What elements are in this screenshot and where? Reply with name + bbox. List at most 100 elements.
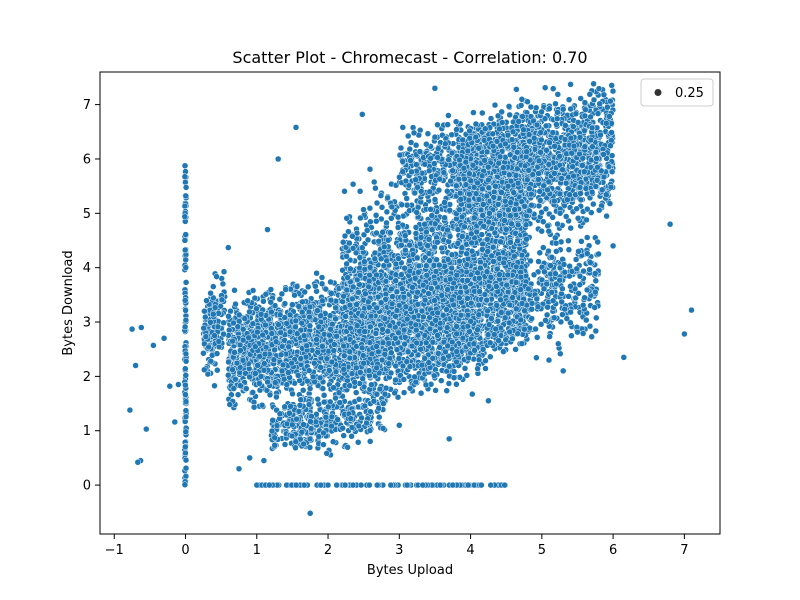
data-point (319, 385, 327, 392)
data-point (275, 321, 282, 328)
data-point (419, 281, 427, 289)
data-point (361, 402, 369, 410)
data-point (344, 444, 351, 451)
data-point (332, 304, 339, 312)
data-point (463, 372, 471, 379)
data-point (281, 300, 289, 307)
data-point (257, 311, 265, 318)
data-point (339, 424, 346, 432)
data-point (225, 358, 232, 366)
data-point (292, 317, 300, 325)
data-point (243, 385, 250, 392)
data-point (355, 396, 363, 403)
data-point (322, 413, 330, 421)
data-point (313, 269, 320, 277)
data-point (306, 322, 314, 330)
data-point (436, 344, 443, 351)
data-point (328, 358, 336, 366)
data-point (364, 236, 372, 244)
data-point (293, 415, 300, 423)
data-point (475, 301, 483, 309)
data-point (319, 343, 326, 350)
data-point (417, 389, 425, 397)
data-point (276, 410, 284, 418)
data-point (332, 315, 339, 323)
data-point (382, 384, 390, 392)
data-point (346, 354, 354, 362)
data-point (438, 244, 445, 252)
data-point (295, 408, 303, 415)
data-point (307, 425, 315, 432)
data-point (239, 325, 247, 333)
data-point (230, 385, 238, 392)
data-point (367, 218, 374, 226)
data-point (435, 350, 442, 357)
data-point (272, 379, 279, 386)
data-point (388, 215, 395, 222)
data-point (250, 403, 258, 411)
data-point (292, 444, 299, 452)
data-point (280, 375, 288, 383)
data-point (372, 212, 380, 219)
data-point (313, 336, 320, 343)
data-point (300, 440, 307, 448)
data-point (414, 288, 421, 296)
data-point (366, 204, 374, 212)
data-point (267, 286, 275, 293)
data-point (343, 253, 350, 260)
data-point (370, 397, 378, 405)
data-point (276, 311, 284, 319)
data-point (394, 213, 402, 221)
data-point (305, 367, 313, 374)
data-point (383, 219, 390, 227)
data-point (329, 438, 337, 445)
data-point (330, 384, 337, 391)
data-point (234, 391, 242, 398)
data-point (262, 321, 269, 329)
data-point (300, 332, 308, 339)
data-point (299, 387, 307, 394)
data-point (353, 364, 360, 372)
data-point (375, 405, 382, 412)
data-point (343, 215, 350, 222)
data-point (307, 418, 314, 425)
data-point (357, 214, 364, 222)
data-point (312, 282, 319, 290)
data-point (323, 450, 330, 457)
data-point (254, 328, 261, 336)
data-point (336, 399, 344, 406)
data-point (306, 435, 314, 443)
data-point (296, 402, 304, 409)
data-point (261, 360, 268, 367)
data-point (239, 336, 247, 344)
data-point (377, 192, 385, 199)
data-point (373, 391, 381, 398)
data-point (239, 357, 247, 364)
data-point (423, 228, 430, 236)
data-point (476, 288, 483, 295)
data-point (226, 401, 234, 408)
data-point (305, 401, 313, 408)
data-point (267, 298, 274, 306)
data-point (363, 419, 370, 427)
data-point (332, 394, 339, 402)
data-point (320, 392, 328, 399)
data-point (339, 298, 346, 305)
data-point (459, 334, 467, 342)
data-point (300, 421, 307, 428)
data-point (358, 244, 366, 251)
data-point (453, 323, 460, 330)
data-point (297, 355, 305, 362)
data-point (420, 313, 427, 321)
data-point (349, 180, 357, 188)
data-point (271, 434, 278, 442)
data-point (392, 362, 399, 370)
data-point (257, 373, 265, 380)
data-point (384, 194, 391, 202)
data-point (288, 432, 296, 440)
data-point (444, 226, 451, 234)
data-point (282, 286, 289, 293)
data-point (249, 320, 257, 327)
data-point (418, 361, 426, 369)
